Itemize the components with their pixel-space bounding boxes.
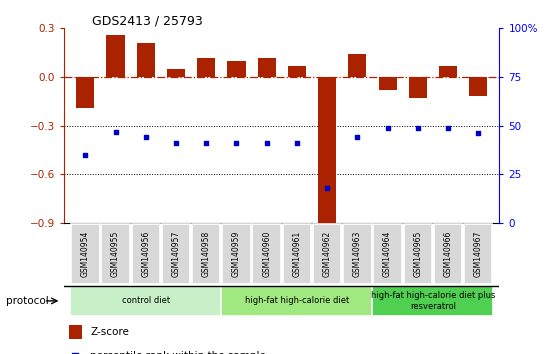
Bar	[403, 224, 432, 284]
Point	[111, 129, 120, 135]
Bar	[373, 286, 493, 316]
Point	[444, 125, 453, 131]
Bar	[137, 43, 155, 77]
Bar	[197, 57, 215, 77]
Bar	[464, 224, 493, 284]
Text: GSM140962: GSM140962	[323, 231, 331, 277]
Text: percentile rank within the sample: percentile rank within the sample	[90, 351, 266, 354]
Text: protocol: protocol	[6, 296, 49, 306]
Point	[262, 141, 271, 146]
Bar	[132, 224, 160, 284]
Bar	[70, 286, 222, 316]
Bar	[469, 77, 487, 97]
Bar	[373, 224, 402, 284]
Text: high-fat high-calorie diet: high-fat high-calorie diet	[245, 296, 349, 306]
Point	[474, 131, 483, 136]
Point	[70, 353, 80, 354]
Text: GSM140959: GSM140959	[232, 231, 241, 277]
Point	[171, 141, 180, 146]
Point	[232, 141, 241, 146]
Bar	[318, 77, 336, 226]
Bar	[439, 65, 457, 77]
Text: GDS2413 / 25793: GDS2413 / 25793	[92, 14, 203, 27]
Text: control diet: control diet	[122, 296, 170, 306]
Point	[81, 152, 90, 158]
Bar	[69, 325, 81, 339]
Bar	[162, 224, 190, 284]
Bar	[222, 286, 373, 316]
Point	[323, 185, 331, 191]
Point	[292, 141, 301, 146]
Bar	[258, 57, 276, 77]
Bar	[102, 224, 130, 284]
Text: GSM140957: GSM140957	[171, 231, 180, 277]
Text: high-fat high-calorie diet plus
resveratrol: high-fat high-calorie diet plus resverat…	[371, 291, 495, 310]
Bar	[71, 224, 99, 284]
Bar	[313, 224, 341, 284]
Text: GSM140955: GSM140955	[111, 231, 120, 277]
Point	[383, 125, 392, 131]
Bar	[343, 224, 372, 284]
Point	[141, 135, 150, 140]
Text: GSM140961: GSM140961	[292, 231, 301, 277]
Bar	[434, 224, 462, 284]
Bar	[228, 61, 246, 77]
Bar	[288, 65, 306, 77]
Bar	[192, 224, 220, 284]
Text: GSM140958: GSM140958	[202, 231, 211, 277]
Bar	[76, 77, 94, 108]
Text: GSM140960: GSM140960	[262, 231, 271, 277]
Bar	[378, 77, 397, 90]
Text: GSM140966: GSM140966	[444, 231, 453, 277]
Text: GSM140964: GSM140964	[383, 231, 392, 277]
Bar	[348, 54, 367, 77]
Text: GSM140956: GSM140956	[141, 231, 150, 277]
Text: GSM140954: GSM140954	[81, 231, 90, 277]
Point	[413, 125, 422, 131]
Bar	[107, 35, 124, 77]
Text: GSM140967: GSM140967	[474, 231, 483, 277]
Text: GSM140963: GSM140963	[353, 231, 362, 277]
Bar	[167, 69, 185, 77]
Bar	[283, 224, 311, 284]
Bar	[222, 224, 251, 284]
Text: Z-score: Z-score	[90, 327, 129, 337]
Bar	[252, 224, 281, 284]
Text: GSM140965: GSM140965	[413, 231, 422, 277]
Point	[202, 141, 211, 146]
Bar	[408, 77, 427, 98]
Point	[353, 135, 362, 140]
